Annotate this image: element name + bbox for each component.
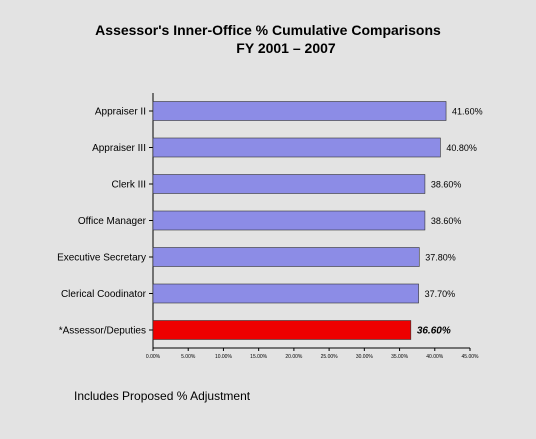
- x-tick-label: 10.00%: [215, 354, 233, 360]
- x-tick-label: 15.00%: [250, 354, 268, 360]
- bar: [152, 210, 426, 231]
- x-tick-label: 0.00%: [146, 354, 161, 360]
- data-label: 38.60%: [431, 216, 462, 226]
- x-tick-label: 40.00%: [426, 354, 444, 360]
- bar: [152, 283, 419, 304]
- category-label: Clerk III: [112, 180, 146, 191]
- x-tick-label: 25.00%: [321, 354, 339, 360]
- bar: [152, 174, 426, 194]
- data-label: 37.70%: [425, 289, 456, 299]
- category-label: *Assessor/Deputies: [59, 326, 146, 337]
- chart-title: Assessor's Inner-Office % Cumulative Com…: [95, 22, 441, 38]
- category-label: Appraiser III: [92, 143, 146, 154]
- x-tick-label: 35.00%: [391, 354, 409, 360]
- category-label: Office Manager: [78, 216, 147, 227]
- data-label: 41.60%: [452, 107, 483, 117]
- bar: [152, 137, 441, 158]
- bar: [152, 247, 420, 267]
- data-label: 38.60%: [431, 180, 462, 190]
- data-label: 36.60%: [417, 326, 451, 337]
- x-tick-label: 5.00%: [181, 354, 196, 360]
- footnote: Includes Proposed % Adjustment: [74, 389, 251, 403]
- x-tick-label: 45.00%: [462, 354, 480, 360]
- data-label: 40.80%: [446, 143, 477, 153]
- x-tick-label: 20.00%: [285, 354, 303, 360]
- category-label: Appraiser II: [95, 107, 146, 118]
- chart-subtitle: FY 2001 – 2007: [236, 40, 336, 56]
- data-label: 37.80%: [425, 253, 456, 263]
- bar: [152, 101, 447, 121]
- category-label: Clerical Coodinator: [61, 289, 147, 300]
- bar: [152, 320, 412, 340]
- x-tick-label: 30.00%: [356, 354, 374, 360]
- category-label: Executive Secretary: [57, 253, 146, 264]
